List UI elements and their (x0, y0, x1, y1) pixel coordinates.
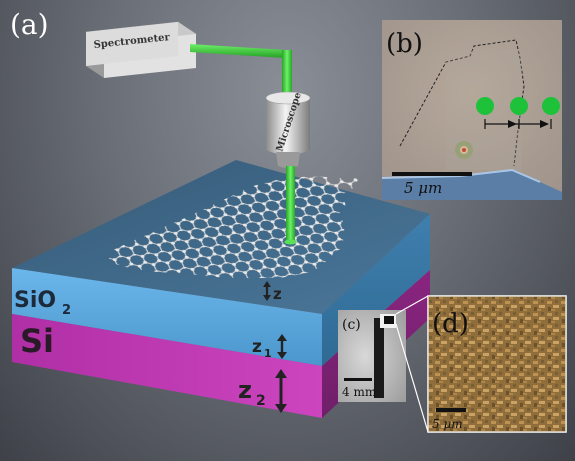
spectrometer-box: Spectrometer (85, 21, 197, 78)
dimension-z: z (263, 281, 282, 303)
dimension-z1: z 1 (252, 334, 287, 360)
panel-d-label: (d) (432, 309, 469, 339)
scale-bar-b (392, 172, 472, 176)
measurement-dot (510, 97, 528, 115)
panel-c-inset: 4 mm (c) (338, 310, 406, 402)
scale-text-b: 5 μm (404, 179, 442, 197)
panel-b-inset: 5 μm (b) (381, 20, 562, 200)
layer-si-label: Si (20, 322, 54, 360)
scale-bar-d (436, 408, 466, 412)
measurement-dot (476, 97, 494, 115)
dimension-z2: z 2 (238, 369, 287, 413)
measurement-dot (542, 97, 560, 115)
laser-beam-sample (286, 166, 295, 242)
scale-text-d: 5 μm (432, 417, 463, 431)
dim-z1-subscript: 1 (264, 347, 272, 360)
panel-d-inset: 5 μm (d) (427, 295, 567, 433)
layer-sio2-subscript: 2 (62, 303, 71, 318)
microscope: Microscope (265, 91, 311, 168)
laser-beam-path (190, 44, 292, 102)
panel-a-label: (a) (10, 8, 49, 41)
panel-c-label: (c) (342, 317, 361, 333)
dim-z1-label: z (252, 337, 262, 357)
dim-z2-label: z (238, 376, 252, 404)
panel-b-label: (b) (386, 29, 423, 59)
scale-text-c: 4 mm (342, 385, 377, 399)
dim-z2-subscript: 2 (256, 393, 266, 409)
layer-sio2-label: SiO (14, 288, 56, 313)
dim-z-label: z (273, 285, 282, 303)
scale-bar-c (344, 378, 372, 381)
